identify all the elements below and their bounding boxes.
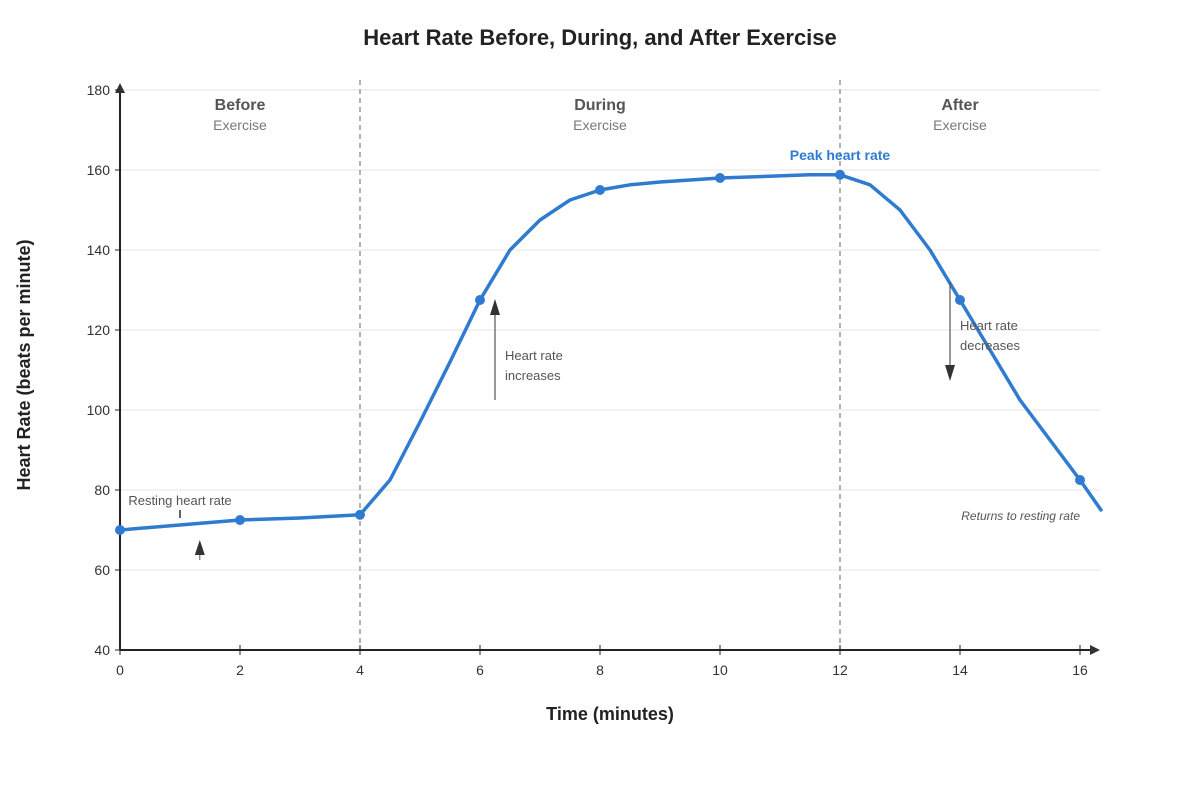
x-tick-label-2: 2	[236, 662, 244, 678]
data-point-14	[955, 295, 965, 305]
increase-label-line-1: increases	[505, 368, 561, 383]
series-line-0	[118, 173, 1103, 532]
data-point-0	[115, 525, 125, 535]
y-tick-label-40: 40	[94, 642, 110, 658]
increase-label-line-0: Heart rate	[505, 348, 563, 363]
returns-to-resting-label: Returns to resting rate	[961, 509, 1080, 523]
annotations: Peak heart rate Resting heart rate Heart r…	[128, 147, 1080, 560]
x-tick-label-16: 16	[1072, 662, 1088, 678]
data-point-2	[235, 515, 245, 525]
decrease-label-line-1: decreases	[960, 338, 1020, 353]
x-tick-label-4: 4	[356, 662, 364, 678]
phase-label-before: Before	[215, 97, 266, 114]
x-tick-label-0: 0	[116, 662, 124, 678]
y-tick-label-140: 140	[87, 242, 111, 258]
phase-label-during: During	[574, 97, 626, 114]
gridlines	[120, 89, 1101, 571]
data-point-12	[835, 169, 845, 180]
x-tick-label-14: 14	[952, 662, 968, 678]
chart-title: Heart Rate Before, During, and After Exe…	[363, 25, 837, 50]
x-tick-label-6: 6	[476, 662, 484, 678]
y-tick-label-120: 120	[87, 322, 111, 338]
data-point-6	[475, 295, 485, 305]
tick-labels: 40 60 80 100 120 140 160 180 0 2 4 6 8 10 12 14 16	[87, 82, 1088, 678]
increase-arrow-head	[490, 299, 500, 315]
y-tick-label-160: 160	[87, 162, 111, 178]
phase-label-after: After	[941, 97, 978, 114]
decrease-arrow-head	[945, 365, 955, 381]
phase-sublabel-after: Exercise	[933, 117, 987, 133]
x-tick-label-10: 10	[712, 662, 728, 678]
y-axis-label: Heart Rate (beats per minute)	[14, 239, 34, 490]
x-tick-label-12: 12	[832, 662, 848, 678]
phase-dividers: Before Exercise During Exercise After Exercis…	[213, 80, 987, 650]
x-tick-label-8: 8	[596, 662, 604, 678]
axes	[115, 83, 1100, 655]
data-point-4	[355, 509, 365, 520]
y-tick-label-60: 60	[94, 562, 110, 578]
data-point-8	[595, 185, 605, 195]
resting-arrow-head	[194, 540, 205, 555]
decrease-label-line-0: Heart rate	[960, 318, 1018, 333]
data-point-16	[1075, 475, 1085, 485]
y-tick-label-80: 80	[94, 482, 110, 498]
series	[115, 169, 1103, 535]
y-tick-label-180: 180	[87, 82, 111, 98]
y-tick-label-100: 100	[87, 402, 111, 418]
phase-sublabel-during: Exercise	[573, 117, 627, 133]
resting-heart-rate-label: Resting heart rate	[128, 493, 231, 508]
x-axis-label: Time (minutes)	[546, 704, 674, 724]
data-point-10	[715, 173, 725, 183]
phase-sublabel-before: Exercise	[213, 117, 267, 133]
peak-heart-rate-label: Peak heart rate	[790, 147, 891, 163]
